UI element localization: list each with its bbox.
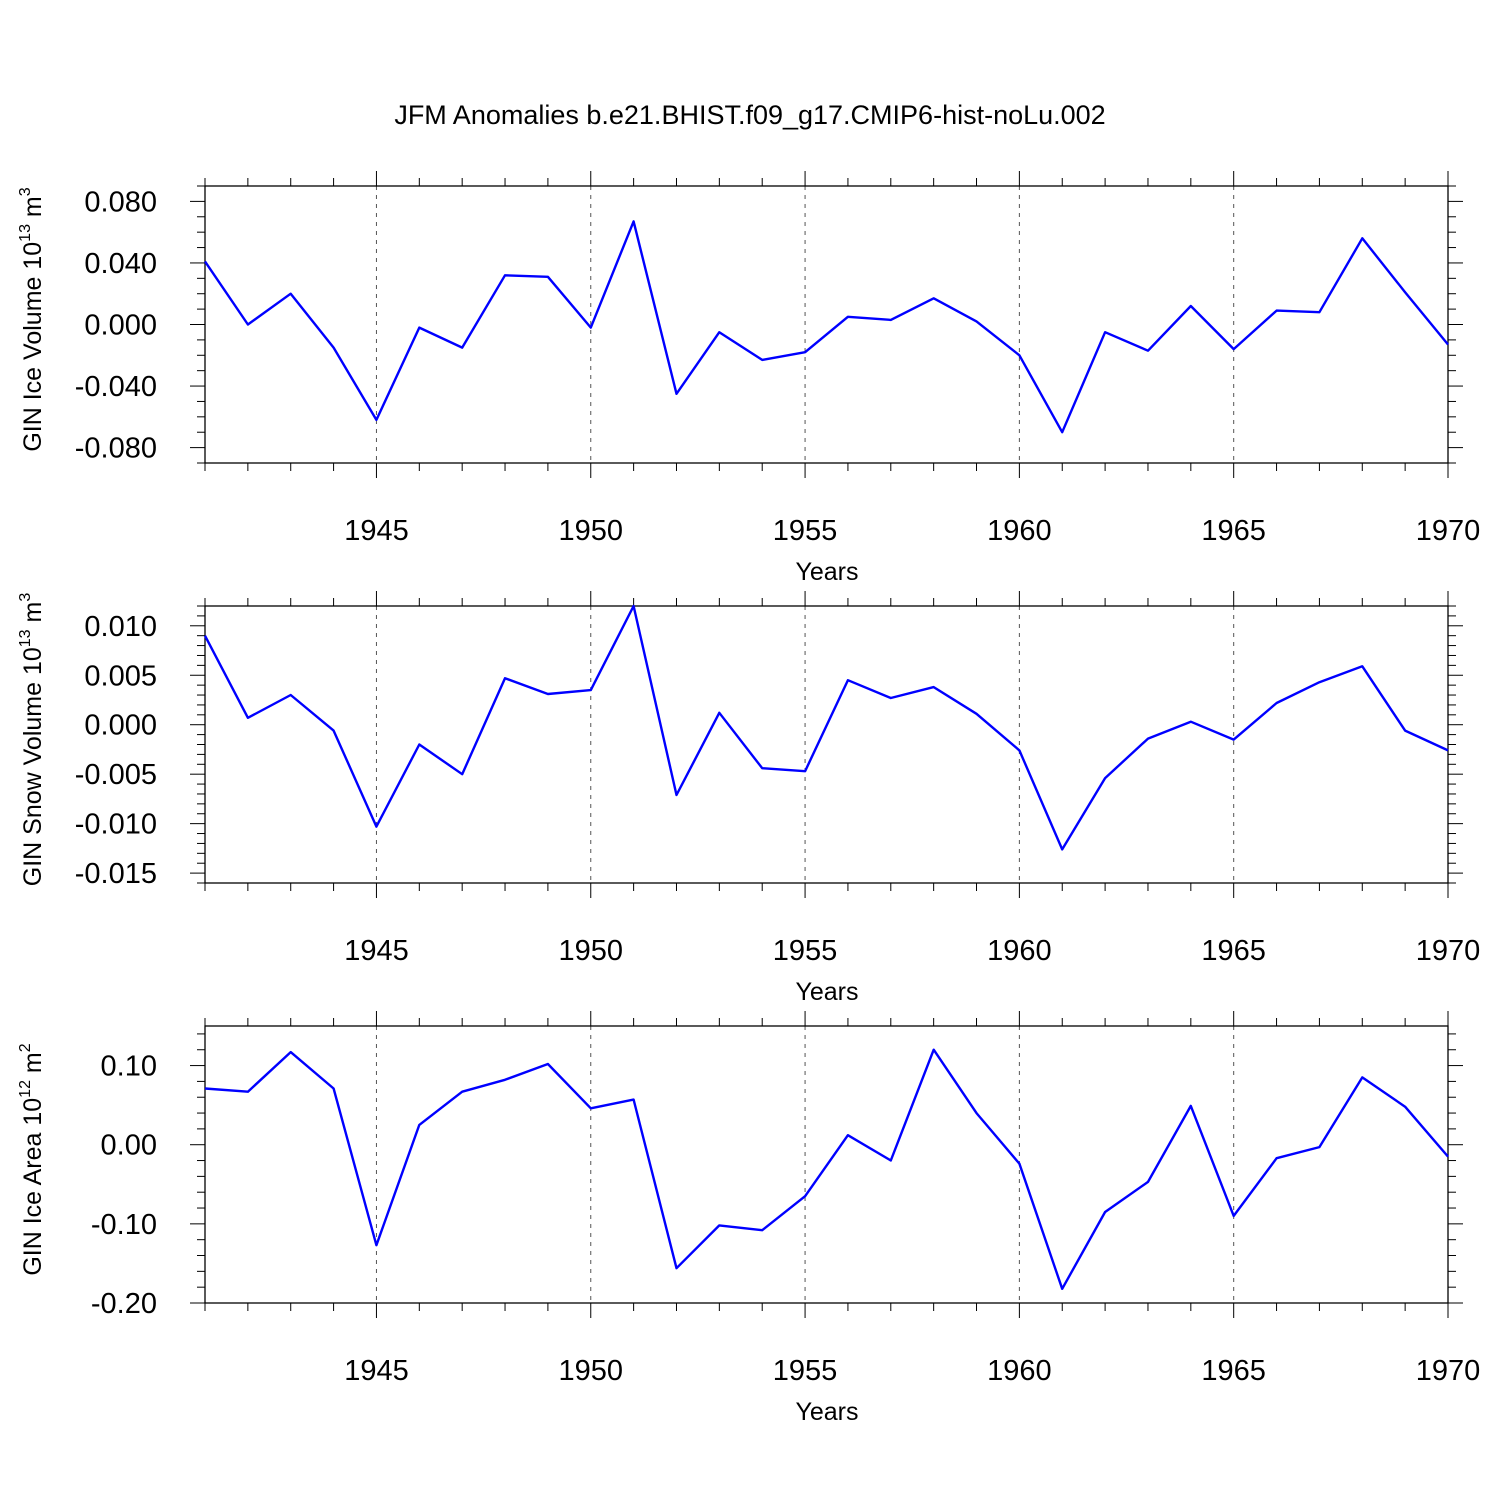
x-tick-label: 1965 xyxy=(1201,1355,1266,1387)
x-tick-label: 1950 xyxy=(559,935,624,967)
y-tick-label: 0.000 xyxy=(84,710,157,742)
x-tick-label: 1970 xyxy=(1416,1355,1481,1387)
x-tick-label: 1955 xyxy=(773,1355,838,1387)
x-tick-label: 1965 xyxy=(1201,515,1266,547)
x-tick-label: 1945 xyxy=(344,1355,409,1387)
panel-snow-volume: -0.015 -0.010 -0.005 0.000 0.005 0.010 1945 195… xyxy=(17,591,1480,1006)
panel-ice-area: -0.20 -0.10 0.00 0.10 1945 1950 1955 1960 1965 19… xyxy=(17,1011,1480,1426)
x-tick-label: 1945 xyxy=(344,515,409,547)
x-tick-label: 1970 xyxy=(1416,935,1481,967)
x-tick-label: 1960 xyxy=(987,1355,1052,1387)
x-tick-label: 1950 xyxy=(559,1355,624,1387)
series-line-ice-volume xyxy=(205,221,1448,432)
x-axis-label: Years xyxy=(795,978,858,1006)
y-tick-label: 0.10 xyxy=(101,1051,157,1083)
y-tick-label: -0.015 xyxy=(75,858,157,890)
panel-ice-volume: -0.080 -0.040 0.000 0.040 0.080 1945 1950 1955 1… xyxy=(17,171,1480,586)
x-axis-label: Years xyxy=(795,1398,858,1426)
y-tick-label: -0.080 xyxy=(75,433,157,465)
x-tick-label: 1945 xyxy=(344,935,409,967)
y-tick-label: -0.040 xyxy=(75,371,157,403)
y-tick-label: 0.000 xyxy=(84,310,157,342)
x-tick-label: 1950 xyxy=(559,515,624,547)
x-tick-label: 1960 xyxy=(987,935,1052,967)
y-tick-label: -0.10 xyxy=(91,1209,157,1241)
plot-frame xyxy=(205,606,1448,883)
x-axis-label: Years xyxy=(795,558,858,586)
x-tick-label: 1965 xyxy=(1201,935,1266,967)
x-tick-label: 1955 xyxy=(773,935,838,967)
x-tick-label: 1970 xyxy=(1416,515,1481,547)
series-line-snow-volume xyxy=(205,606,1448,849)
y-tick-label: 0.005 xyxy=(84,660,157,692)
y-tick-label: -0.010 xyxy=(75,809,157,841)
y-axis-label: GIN Ice Volume 1013 m3 xyxy=(17,187,47,451)
y-tick-label: -0.005 xyxy=(75,759,157,791)
figure: JFM Anomalies b.e21.BHIST.f09_g17.CMIP6-… xyxy=(0,0,1500,1500)
y-tick-label: -0.20 xyxy=(91,1288,157,1320)
y-axis-label: GIN Ice Area 1012 m2 xyxy=(17,1043,47,1275)
x-tick-label: 1960 xyxy=(987,515,1052,547)
y-tick-label: 0.040 xyxy=(84,248,157,280)
y-tick-label: 0.080 xyxy=(84,186,157,218)
y-tick-label: 0.010 xyxy=(84,611,157,643)
y-tick-label: 0.00 xyxy=(101,1130,157,1162)
panels-group: -0.080 -0.040 0.000 0.040 0.080 1945 1950 1955 1… xyxy=(17,171,1480,1426)
series-line-ice-area xyxy=(205,1050,1448,1289)
x-tick-label: 1955 xyxy=(773,515,838,547)
y-axis-label: GIN Snow Volume 1013 m3 xyxy=(17,593,47,887)
chart-title: JFM Anomalies b.e21.BHIST.f09_g17.CMIP6-… xyxy=(394,100,1105,130)
